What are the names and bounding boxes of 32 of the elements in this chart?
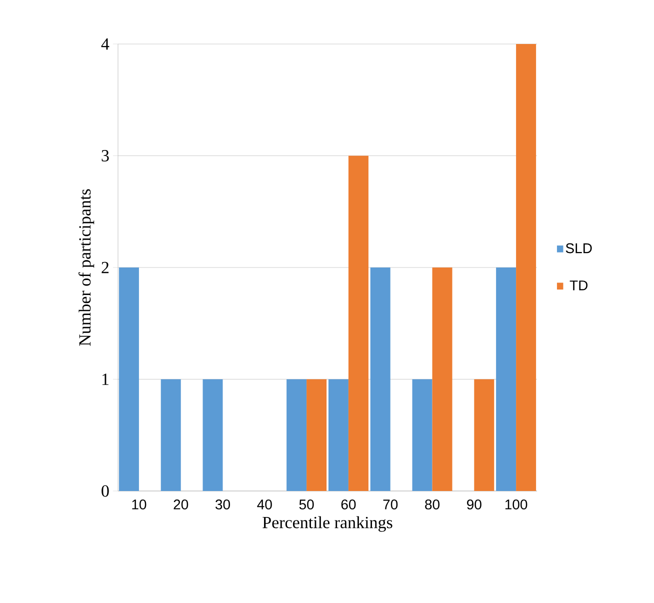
bar bbox=[348, 156, 368, 491]
y-tick-label: 4 bbox=[101, 38, 110, 50]
x-axis-title: Percentile rankings bbox=[262, 516, 392, 532]
bar bbox=[370, 267, 390, 491]
x-tick-label: 90 bbox=[467, 500, 482, 510]
bar bbox=[160, 379, 181, 491]
bar bbox=[202, 379, 223, 491]
bar bbox=[412, 379, 432, 491]
y-tick-label: 3 bbox=[102, 150, 109, 162]
y-tick-label: 1 bbox=[102, 374, 108, 385]
bar bbox=[516, 44, 536, 491]
x-tick-label: 100 bbox=[505, 500, 528, 510]
bar bbox=[306, 379, 327, 491]
x-tick-label: 10 bbox=[132, 500, 146, 510]
x-tick-label: 20 bbox=[174, 500, 188, 510]
legend-label: SLD bbox=[566, 243, 592, 254]
x-tick-label: 60 bbox=[341, 500, 356, 510]
x-tick-label: 30 bbox=[216, 500, 230, 510]
x-tick-label: 80 bbox=[425, 500, 440, 510]
bar bbox=[118, 267, 139, 491]
y-tick-label: 2 bbox=[102, 262, 109, 274]
x-tick-label: 70 bbox=[383, 500, 398, 510]
bar bbox=[496, 267, 516, 491]
bar bbox=[474, 379, 494, 491]
y-axis-title: Number of participants bbox=[78, 189, 94, 346]
bar bbox=[432, 267, 452, 491]
y-tick-label: 0 bbox=[102, 485, 109, 497]
bar bbox=[286, 379, 307, 491]
bar bbox=[328, 379, 348, 491]
x-tick-label: 40 bbox=[257, 500, 272, 510]
legend-label: TD bbox=[570, 280, 588, 290]
x-tick-label: 50 bbox=[299, 500, 314, 510]
